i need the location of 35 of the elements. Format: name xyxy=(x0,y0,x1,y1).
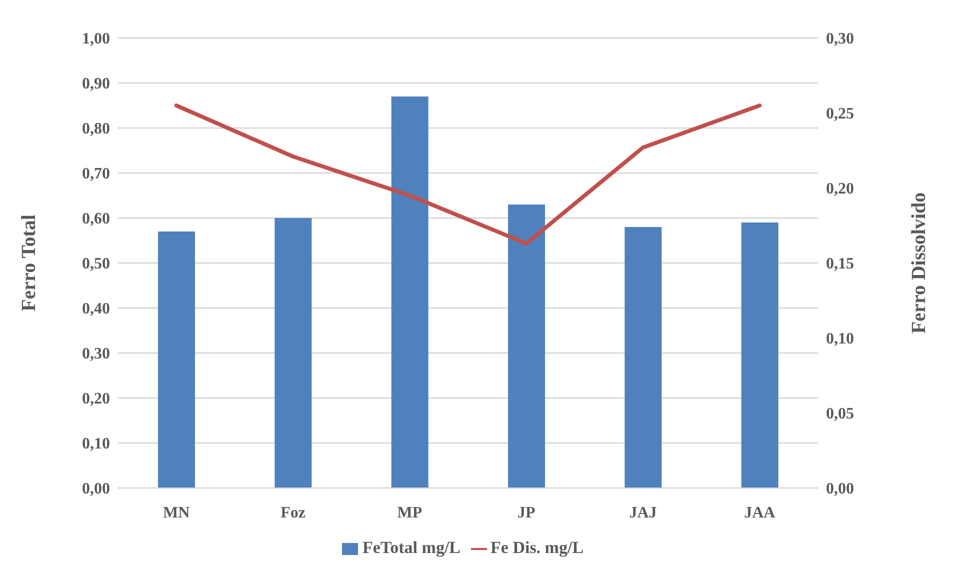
x-tick-label: JAJ xyxy=(629,504,657,522)
y-tick-label: 0,20 xyxy=(82,390,110,408)
y2-tick-label: 0,00 xyxy=(826,480,854,498)
bar xyxy=(508,204,545,488)
y2-tick-label: 0,05 xyxy=(826,406,854,423)
y-tick-label: 0,70 xyxy=(82,166,110,183)
y-axis-title: Ferro Total xyxy=(18,214,40,312)
y2-tick-label: 0,25 xyxy=(826,106,854,123)
x-tick-label: MN xyxy=(163,504,190,522)
y-tick-label: 0,40 xyxy=(82,300,110,318)
bar xyxy=(624,227,662,488)
y-tick-label: 0,50 xyxy=(82,256,110,273)
y2-tick-label: 0,10 xyxy=(826,330,854,348)
bar xyxy=(274,218,312,488)
x-tick-label: Foz xyxy=(280,504,306,522)
y2-axis-title: Ferro Dissolvido xyxy=(908,192,930,334)
y2-tick-label: 0,15 xyxy=(826,256,854,273)
y-tick-label: 1,00 xyxy=(82,30,110,48)
x-tick-label: JP xyxy=(517,504,536,522)
y-tick-label: 0,30 xyxy=(82,346,110,363)
x-tick-label: JAA xyxy=(744,504,776,522)
x-tick-label: MP xyxy=(397,504,422,522)
y-tick-label: 0,90 xyxy=(82,76,110,93)
legend-label: FeTotal mg/L xyxy=(362,538,461,557)
legend-label: Fe Dis. mg/L xyxy=(490,538,584,557)
bar xyxy=(158,232,195,488)
y-tick-label: 0,00 xyxy=(82,480,110,498)
bar xyxy=(391,96,428,488)
y-tick-label: 0,60 xyxy=(82,210,110,228)
y-tick-label: 0,80 xyxy=(82,120,110,138)
y2-tick-label: 0,20 xyxy=(826,180,854,198)
bar xyxy=(741,222,778,488)
y-tick-label: 0,10 xyxy=(82,436,110,453)
line-series xyxy=(174,104,762,246)
y2-tick-label: 0,30 xyxy=(826,30,854,48)
